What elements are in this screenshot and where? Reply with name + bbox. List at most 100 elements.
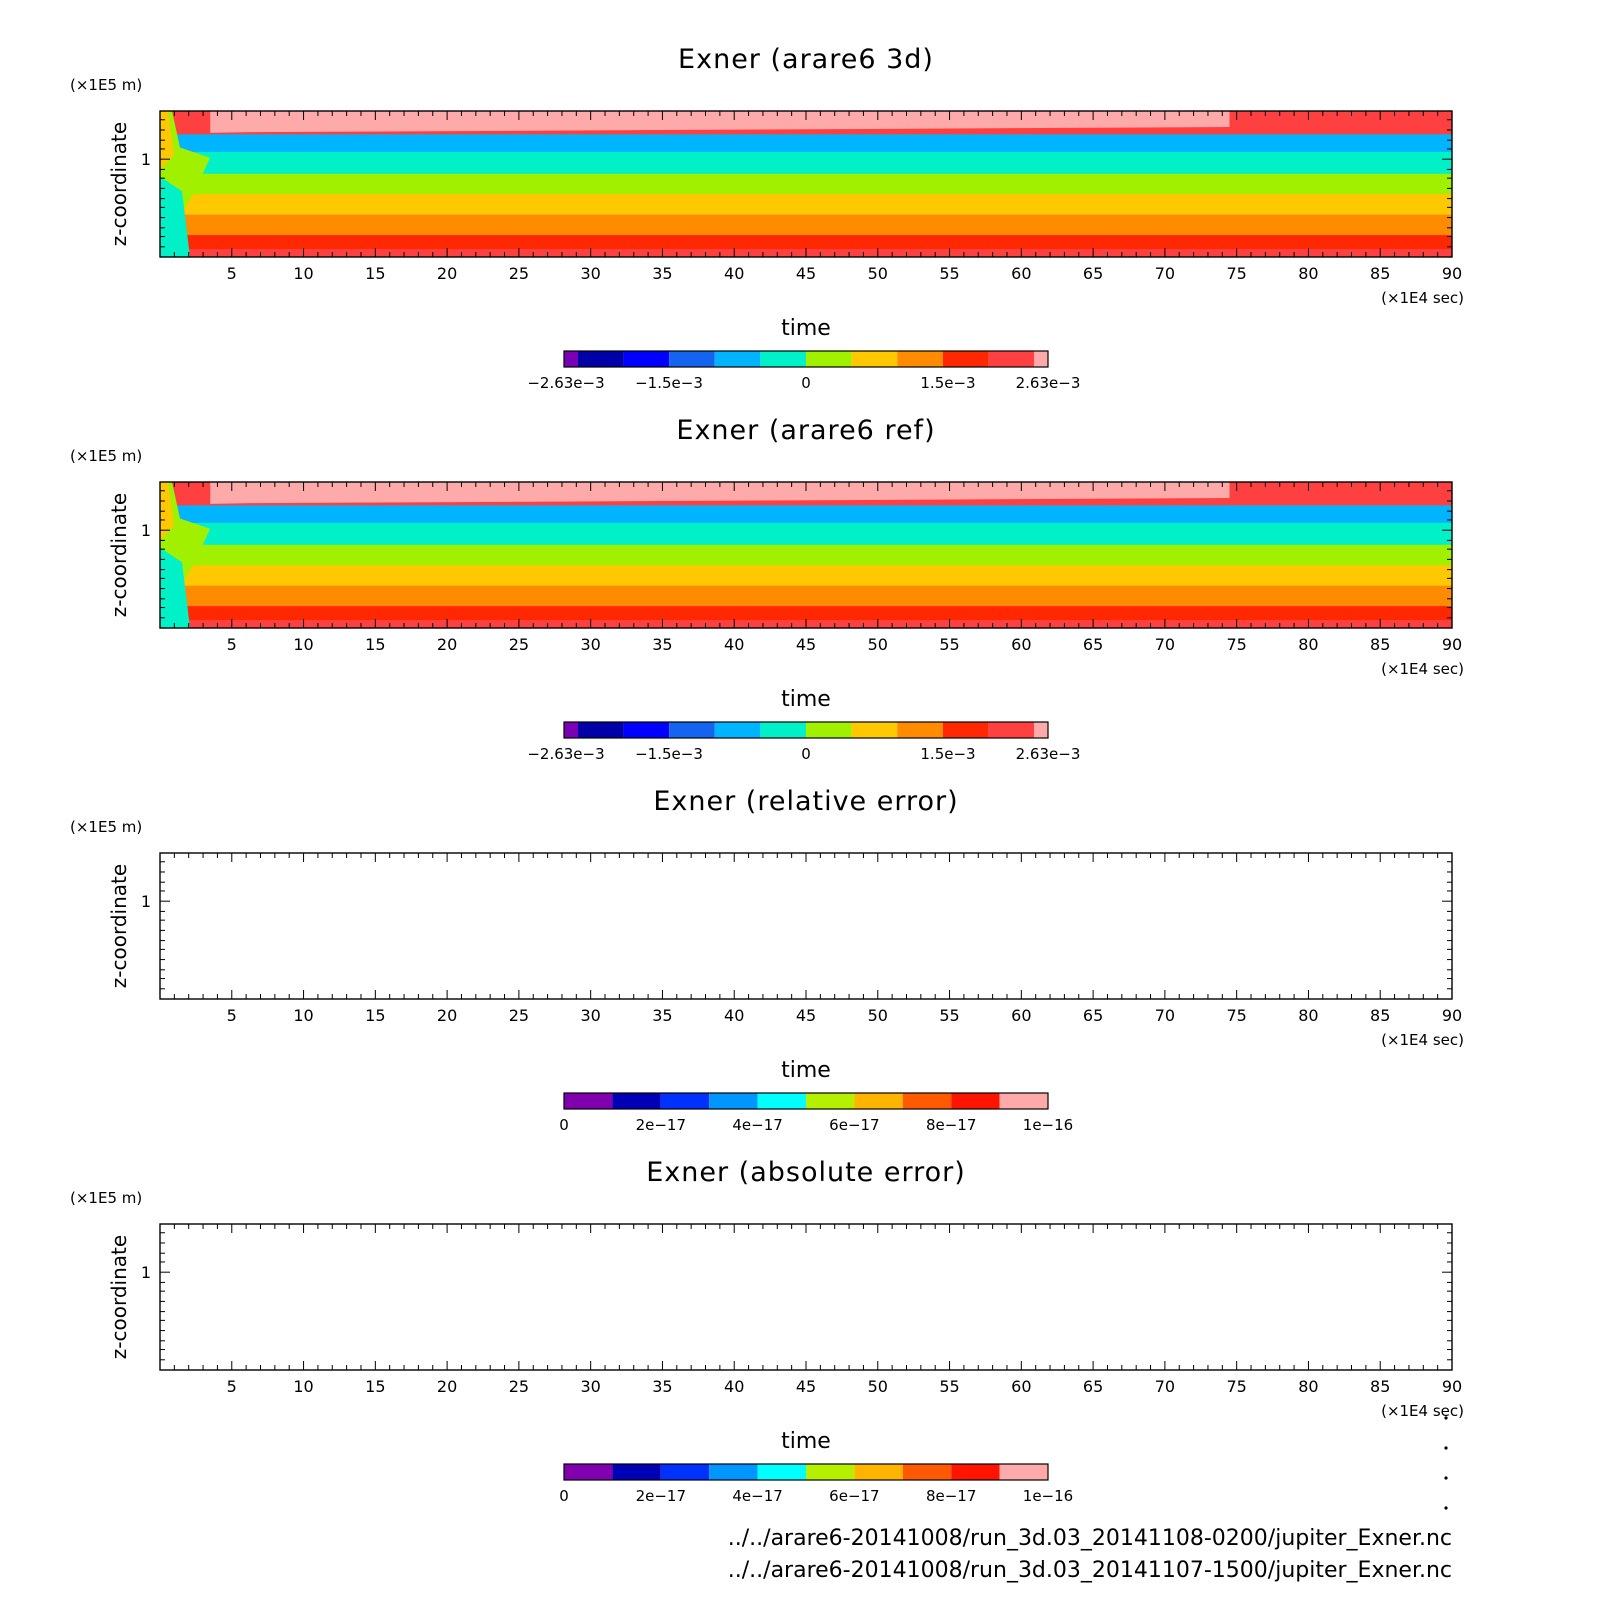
x-axis-label: time	[781, 316, 831, 341]
x-tick-label: 15	[365, 1377, 385, 1396]
x-tick-label: 90	[1442, 1006, 1462, 1025]
y-tick-label: 1	[141, 892, 151, 911]
y-tick-label: 1	[141, 150, 151, 169]
x-tick-label: 70	[1155, 1377, 1175, 1396]
contour-band	[160, 482, 174, 541]
colorbar-swatch	[951, 1464, 1000, 1480]
x-tick-label: 20	[437, 1377, 457, 1396]
plot-frame	[159, 1223, 1453, 1371]
colorbar-label: 2e−17	[636, 1487, 686, 1505]
colorbar-swatch	[709, 1464, 758, 1480]
colorbar-swatch	[564, 351, 578, 367]
chart-panel-4: Exner (absolute error)(×1E5 m)5 10 15 20 25 3…	[70, 1157, 1464, 1505]
colorbar-swatch	[854, 1093, 903, 1109]
x-tick-label: 25	[509, 1006, 529, 1025]
colorbar-label: 6e−17	[829, 1487, 879, 1505]
x-tick-label: 30	[580, 264, 600, 283]
x-tick-label: 65	[1083, 635, 1103, 654]
colorbar-swatch	[1034, 351, 1048, 367]
colorbar-swatch	[942, 351, 989, 367]
chart-title: Exner (absolute error)	[646, 1157, 966, 1188]
footer-file-1: ../../arare6-20141008/run_3d.03_20141108…	[728, 1526, 1452, 1551]
colorbar-swatch	[851, 351, 898, 367]
x-tick-label: 35	[652, 264, 672, 283]
colorbar-swatch	[669, 351, 715, 367]
chart-panel-1: Exner (arare6 3d)(×1E5 m)5 10 15 20 25 30 35 40…	[70, 44, 1464, 392]
y-axis-unit: (×1E5 m)	[70, 76, 142, 94]
marker-dot	[1444, 1476, 1448, 1480]
contour-band	[210, 482, 1230, 504]
y-axis: 1	[141, 1232, 1452, 1361]
colorbar-swatch	[806, 1093, 855, 1109]
x-tick-label: 10	[293, 635, 313, 654]
colorbar-label: 8e−17	[926, 1116, 976, 1134]
colorbar-swatch	[660, 1464, 710, 1480]
colorbar: 0 2e−17 4e−17 6e−17 8e−17 1e−16	[559, 1092, 1073, 1134]
x-tick-label: 35	[652, 1377, 672, 1396]
x-tick-label: 45	[796, 264, 816, 283]
x-tick-label: 55	[939, 1006, 959, 1025]
colorbar-label: 2.63e−3	[1016, 745, 1081, 763]
x-tick-label: 25	[509, 264, 529, 283]
x-tick-label: 50	[868, 635, 888, 654]
x-tick-label: 70	[1155, 1006, 1175, 1025]
x-tick-label: 40	[724, 1006, 744, 1025]
colorbar-label: −1.5e−3	[635, 374, 703, 392]
colorbar-label: −2.63e−3	[527, 374, 604, 392]
y-axis-unit: (×1E5 m)	[70, 1189, 142, 1207]
x-tick-label: 5	[227, 264, 237, 283]
colorbar: −2.63e−3 −1.5e−3 0 1.5e−3 2.63e−3	[527, 350, 1080, 392]
colorbar-frame	[563, 350, 1049, 368]
colorbar-label: 6e−17	[829, 1116, 879, 1134]
x-tick-label: 90	[1442, 1377, 1462, 1396]
marker-dot	[1444, 1446, 1448, 1450]
colorbar-swatch	[623, 351, 670, 367]
x-tick-label: 60	[1011, 1006, 1031, 1025]
colorbar-swatch	[999, 1093, 1048, 1109]
colorbar-swatch	[760, 351, 806, 367]
x-tick-label: 75	[1226, 635, 1246, 654]
x-tick-label: 50	[868, 1377, 888, 1396]
x-tick-label: 75	[1226, 1377, 1246, 1396]
colorbar-swatch	[760, 722, 806, 738]
colorbar-swatch	[806, 1464, 855, 1480]
footer-file-2: ../../arare6-20141008/run_3d.03_20141107…	[728, 1558, 1452, 1583]
chart-panel-2: Exner (arare6 ref)(×1E5 m)5 10 15 20 25 30 35 4…	[70, 415, 1464, 763]
x-tick-label: 15	[365, 1006, 385, 1025]
x-tick-label: 70	[1155, 264, 1175, 283]
x-tick-label: 45	[796, 635, 816, 654]
colorbar-swatch	[806, 722, 852, 738]
x-tick-label: 20	[437, 264, 457, 283]
x-axis: 5 10 15 20 25 30 35 40 45 50 55 60 65 70 75 80 85 90	[173, 482, 1462, 654]
colorbar-swatch	[897, 722, 943, 738]
y-axis-unit: (×1E5 m)	[70, 447, 142, 465]
x-tick-label: 50	[868, 1006, 888, 1025]
x-tick-label: 90	[1442, 635, 1462, 654]
colorbar-swatch	[988, 722, 1034, 738]
colorbar-label: 0	[801, 745, 811, 763]
y-axis-label: z-coordinate	[107, 122, 131, 246]
x-tick-label: 30	[580, 635, 600, 654]
marker-dot	[1444, 1506, 1448, 1510]
colorbar-swatch	[1034, 722, 1048, 738]
colorbar-swatch	[851, 722, 898, 738]
x-tick-label: 60	[1011, 264, 1031, 283]
colorbar-swatch	[942, 722, 989, 738]
chart-title: Exner (arare6 3d)	[678, 44, 934, 75]
colorbar-swatch	[806, 351, 852, 367]
colorbar-swatch	[714, 351, 761, 367]
colorbar-swatch	[902, 1464, 952, 1480]
x-axis: 5 10 15 20 25 30 35 40 45 50 55 60 65 70 75 80 85 90	[173, 1224, 1462, 1396]
x-tick-label: 40	[724, 264, 744, 283]
x-tick-label: 10	[293, 1006, 313, 1025]
x-axis-unit: (×1E4 sec)	[1381, 1402, 1464, 1420]
x-axis-label: time	[781, 687, 831, 712]
colorbar-label: 0	[801, 374, 811, 392]
colorbar-swatch	[660, 1093, 710, 1109]
x-tick-label: 50	[868, 264, 888, 283]
y-tick-label: 1	[141, 1263, 151, 1282]
contour-band	[160, 176, 190, 257]
x-tick-label: 80	[1298, 1377, 1318, 1396]
contour-band	[160, 547, 190, 628]
